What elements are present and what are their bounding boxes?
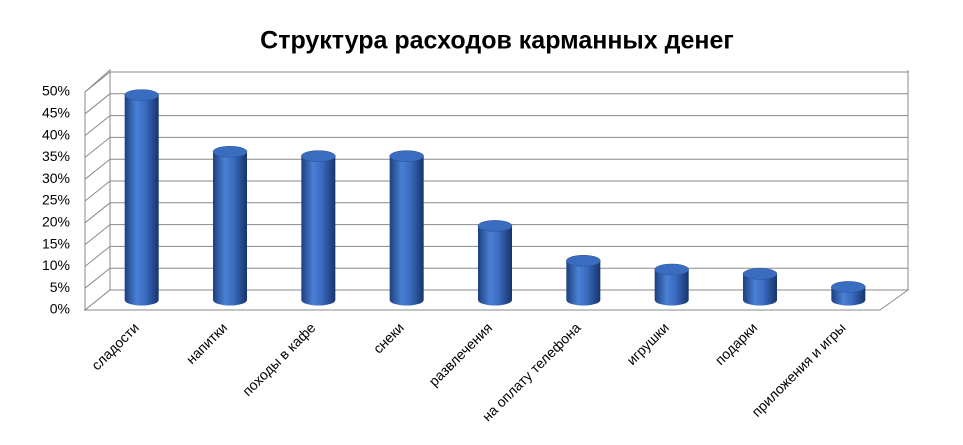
chart-title: Структура расходов карманных денег	[260, 27, 734, 55]
grid-line	[84, 71, 908, 93]
y-tick-label: 35%	[42, 148, 70, 164]
bar-top	[212, 146, 248, 158]
y-tick-label: 25%	[42, 192, 70, 208]
y-tick-label: 10%	[42, 257, 70, 273]
bar-top	[389, 150, 424, 162]
bar-top	[301, 150, 336, 162]
bar	[124, 95, 159, 306]
bar-top	[831, 281, 866, 293]
bar	[213, 151, 247, 306]
x-tick-label: походы в кафе	[239, 319, 319, 399]
bar-top	[566, 255, 601, 267]
x-tick-label: приложения и игры	[748, 319, 848, 419]
grid-line	[84, 180, 908, 202]
grid-line	[84, 93, 908, 115]
x-tick-label: сладости	[88, 319, 142, 373]
x-tick-label: напитки	[183, 319, 231, 367]
y-tick-label: 50%	[42, 83, 70, 99]
x-tick-label: снеки	[370, 319, 407, 356]
y-tick-label: 40%	[42, 126, 70, 142]
grid-line	[84, 115, 908, 136]
bar	[478, 225, 512, 306]
bar	[301, 156, 336, 306]
y-tick-label: 15%	[42, 235, 70, 251]
grid-line	[84, 202, 908, 224]
bar-top	[124, 89, 159, 101]
bar	[389, 156, 424, 306]
x-tick-label: подарки	[712, 319, 761, 368]
x-tick-label: на оплату телефона	[479, 319, 584, 424]
y-tick-label: 0%	[50, 301, 70, 317]
bar-top	[477, 220, 513, 232]
grid-line	[84, 267, 908, 289]
bar	[654, 269, 689, 306]
grid-line	[84, 136, 908, 158]
grid-line	[84, 245, 908, 267]
y-tick-label: 45%	[42, 105, 70, 121]
x-tick-label: развлечения	[425, 319, 495, 389]
bar-top	[654, 263, 689, 276]
side-wall	[84, 68, 111, 312]
y-tick-label: 30%	[42, 170, 70, 186]
grid-line	[84, 158, 908, 180]
y-tick-label: 5%	[50, 279, 70, 295]
bar	[566, 260, 601, 306]
y-tick-label: 20%	[42, 214, 70, 230]
grid-line	[84, 224, 908, 245]
bar-top	[742, 268, 778, 280]
x-tick-label: игрушки	[623, 319, 672, 368]
bar	[743, 273, 777, 306]
